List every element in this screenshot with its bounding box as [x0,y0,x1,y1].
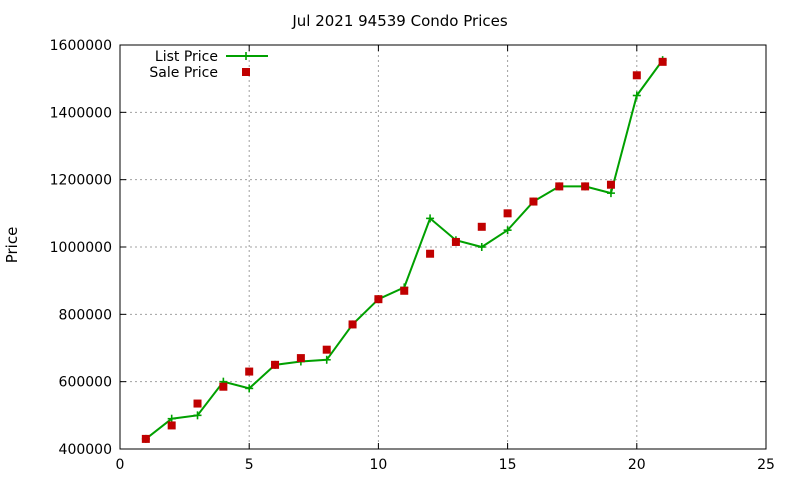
sale-price-point [374,295,383,304]
list-price-point [193,411,202,420]
x-tick-label: 10 [369,457,387,473]
x-tick-label: 5 [245,457,254,473]
legend-marker-list-price [242,52,250,60]
list-price-point [322,355,331,364]
list-price-point [632,91,641,100]
series-layer [141,56,667,443]
list-price-point [503,226,512,235]
sale-price-point [296,354,305,363]
y-tick-label: 800000 [59,307,112,323]
sale-price-point [451,237,460,246]
sale-price-point [632,71,641,80]
sale-price-point [167,421,176,430]
y-tick-label: 1000000 [50,240,112,256]
y-tick-label: 1200000 [50,173,112,189]
x-tick-label: 25 [757,457,775,473]
sale-price-point [503,209,512,218]
legend-label-sale-price: Sale Price [149,65,218,81]
sale-price-point [348,320,357,329]
list-price-point [477,243,486,251]
list-price-point [167,414,176,423]
sale-price-point [400,286,409,295]
y-tick-label: 1600000 [50,38,112,54]
sale-price-point [581,182,590,191]
sale-price-point [245,367,254,376]
legend-marker-sale-price [242,68,250,76]
sale-price-point [193,399,202,408]
y-tick-label: 1400000 [50,105,112,121]
x-tick-label: 20 [628,457,646,473]
y-tick-label: 600000 [59,375,112,391]
sale-price-point [141,434,150,443]
sale-price-point [426,249,435,258]
sale-price-point [477,222,486,231]
sale-price-point [271,360,280,369]
list-price-point [606,189,615,198]
list-price-point [245,384,254,393]
y-tick-label: 400000 [59,442,112,458]
x-tick-label: 0 [116,457,125,473]
sale-price-point [219,382,228,391]
legend-label-list-price: List Price [155,49,218,65]
chart-title: Jul 2021 94539 Condo Prices [292,12,508,30]
sale-price-point [529,197,538,206]
sale-price-point [555,182,564,191]
sale-price-point [606,180,615,189]
axis-layer: 0 5 10 15 20 25 400000 600000 800000 1000000 12000… [50,38,775,473]
sale-price-point [322,345,331,354]
sale-price-point [658,57,667,66]
list-price-point [426,214,435,223]
x-tick-label: 15 [499,457,517,473]
grid-layer [120,45,766,449]
